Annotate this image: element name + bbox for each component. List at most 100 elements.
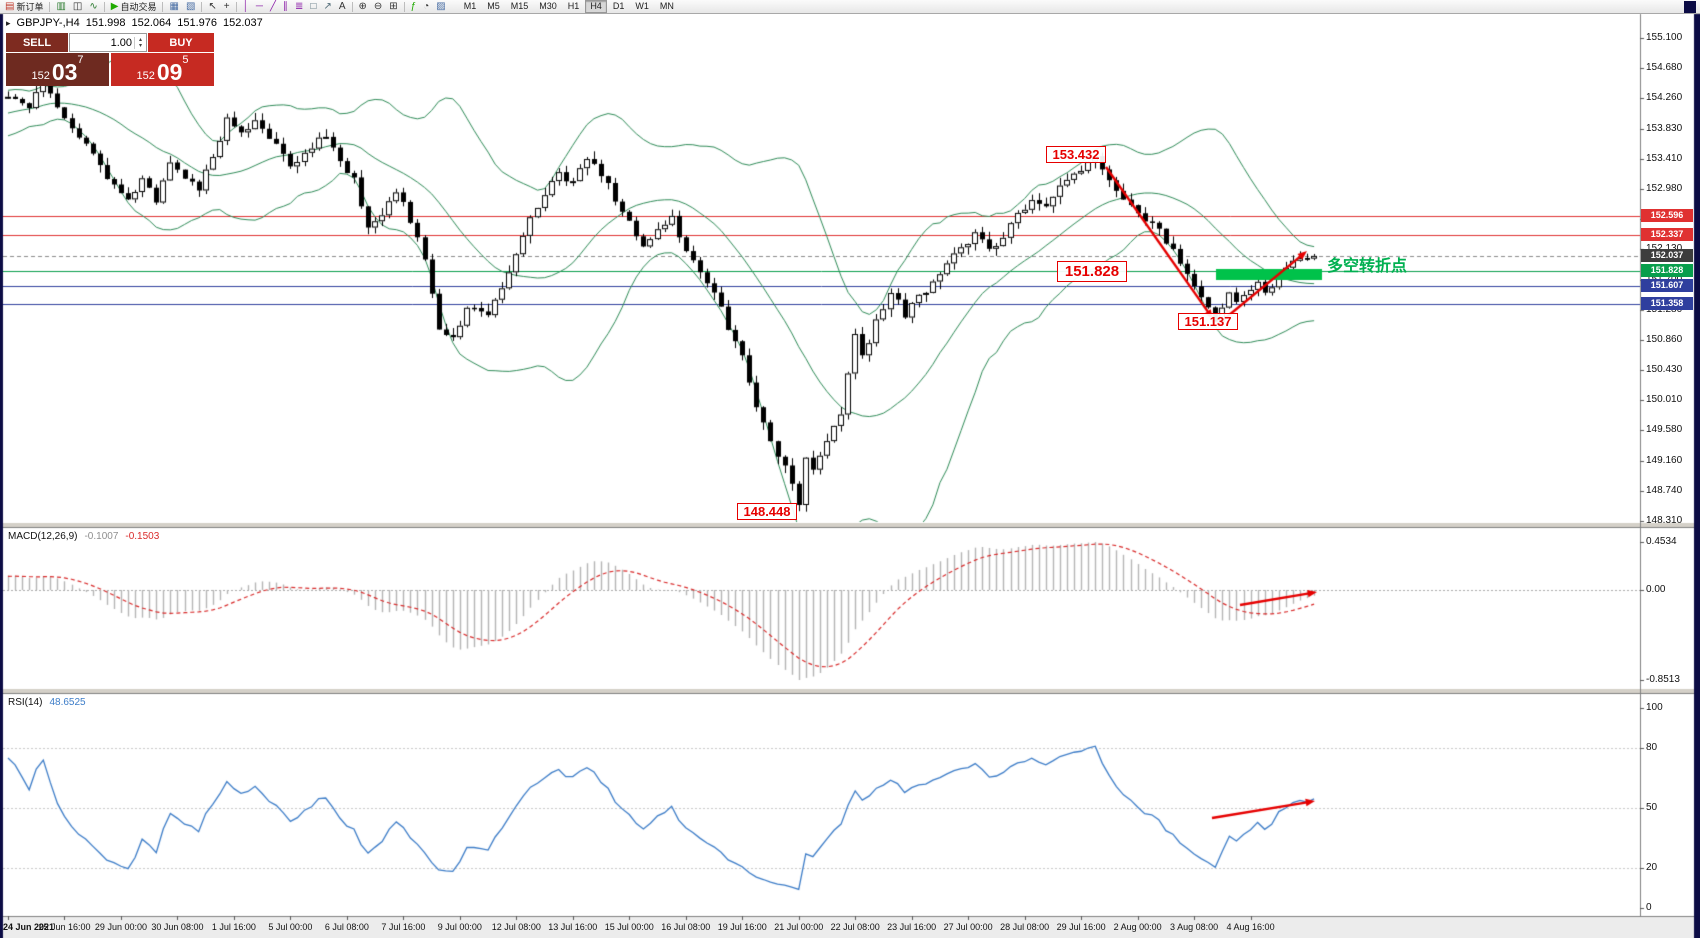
rsi-name: RSI(14) [8, 697, 43, 708]
chart-bars-icon: ▥ [56, 0, 66, 12]
timeframe-toolbar: M1 M5 M15 M30 H1 H4 D1 W1 MN [459, 0, 679, 14]
profiles-icon: ▧ [185, 0, 196, 12]
new-chart-button[interactable]: ▦ [166, 1, 181, 13]
toolbar-separator [201, 1, 203, 12]
timeframe-m5-button[interactable]: M5 [487, 1, 500, 11]
toolbar-separator [351, 1, 353, 12]
ohlc-low: 151.976 [177, 17, 218, 29]
ohlc-open: 151.998 [85, 17, 126, 29]
zoom-out-icon: ⊖ [373, 0, 383, 12]
timeframe-h4-button[interactable]: H4 [585, 0, 607, 13]
arrows-icon: ↗ [323, 0, 332, 12]
trend-line-button[interactable]: ╱ [267, 1, 279, 13]
sell-price-sup: 7 [77, 54, 84, 66]
templates-icon: ▨ [436, 0, 446, 12]
equidistant-channel-button[interactable]: ∥ [280, 1, 291, 13]
volume-input[interactable] [72, 36, 134, 49]
buy-button[interactable]: BUY [148, 33, 214, 52]
shapes-button[interactable]: □ [307, 1, 319, 13]
chart-candles-icon: ◫ [72, 0, 83, 12]
text-label-button[interactable]: A [336, 1, 349, 13]
zoom-in-button[interactable]: ⊕ [356, 1, 370, 13]
autotrading-icon: ▶ [110, 0, 119, 12]
vertical-line-button[interactable]: │ [240, 1, 252, 13]
sell-button[interactable]: SELL [6, 33, 68, 52]
shapes-icon: □ [310, 0, 317, 12]
sell-price-prefix: 152 [31, 70, 50, 82]
macd-name: MACD(12,26,9) [8, 531, 78, 542]
indicators-button[interactable]: ƒ [408, 1, 420, 13]
profiles-button[interactable]: ▧ [183, 1, 198, 13]
vertical-line-icon: │ [242, 0, 249, 12]
zoom-in-icon: ⊕ [358, 0, 367, 12]
new-order-icon: ▤ [5, 0, 15, 12]
sell-price-main: 03 [51, 59, 78, 85]
tile-windows-button[interactable]: ⊞ [386, 1, 400, 13]
new-order-button[interactable]: ▤ 新订单 [2, 1, 46, 13]
volume-spinner[interactable]: ▴ ▾ [134, 36, 146, 49]
toolbar-separator [235, 1, 237, 12]
one-click-trading-panel: SELL ▴ ▾ BUY 152 03 7 152 09 5 [6, 33, 214, 86]
cursor-button[interactable]: ↖ [205, 1, 219, 13]
rsi-value: 48.6525 [49, 697, 86, 708]
chart-candles-button[interactable]: ◫ [70, 1, 85, 13]
templates-button[interactable]: ▨ [433, 1, 448, 13]
timeframe-d1-button[interactable]: D1 [612, 1, 625, 11]
horizontal-line-button[interactable]: ─ [253, 1, 266, 13]
toolbar-buttons: ▤ 新订单 ▥ ◫ ∿ ▶ 自动交易 ▦ ▧ ↖ + │ ─ ╱ ∥ ≣ □ ↗ A ⊕ ⊖ ⊞ ƒ ◔ ▨ [2, 0, 449, 14]
chart-ohlc-header: ▸ GBPJPY-,H4 151.998 152.064 151.976 152… [6, 17, 263, 29]
timeframe-m1-button[interactable]: M1 [463, 1, 477, 11]
toolbar-separator [103, 1, 105, 12]
toolbar-separator [162, 1, 164, 12]
one-click-collapse-arrow[interactable]: ▸ [6, 17, 11, 28]
timeframe-m15-button[interactable]: M15 [510, 1, 529, 11]
macd-label: MACD(12,26,9) -0.1007 -0.1503 [8, 531, 159, 542]
trend-line-icon: ╱ [269, 0, 276, 12]
zoom-out-button[interactable]: ⊖ [371, 1, 385, 13]
crosshair-button[interactable]: + [221, 1, 233, 13]
buy-price-prefix: 152 [136, 70, 155, 82]
tile-windows-icon: ⊞ [389, 0, 398, 12]
window-corner-block [1684, 0, 1696, 13]
text-label-icon: A [338, 0, 346, 12]
macd-signal-value: -0.1503 [125, 531, 160, 542]
macd-main-value: -0.1007 [84, 531, 119, 542]
fibonacci-button[interactable]: ≣ [292, 1, 306, 13]
symbol-timeframe: GBPJPY-,H4 [16, 17, 80, 29]
timeframe-h1-button[interactable]: H1 [567, 1, 580, 11]
buy-price-main: 09 [156, 59, 183, 85]
cursor-icon: ↖ [208, 0, 217, 12]
crosshair-icon: + [223, 0, 230, 12]
main-toolbar: ▤ 新订单 ▥ ◫ ∿ ▶ 自动交易 ▦ ▧ ↖ + │ ─ ╱ ∥ ≣ □ ↗ A ⊕ ⊖ ⊞ ƒ ◔ ▨ M1 M5 M15 M3… [0, 0, 1700, 14]
timeframe-w1-button[interactable]: W1 [635, 1, 649, 11]
periods-button[interactable]: ◔ [420, 1, 432, 13]
autotrading-label: 自动交易 [120, 1, 157, 12]
toolbar-separator [403, 1, 405, 12]
arrows-button[interactable]: ↗ [320, 1, 334, 13]
volume-spinner-up-icon[interactable]: ▴ [138, 36, 142, 43]
volume-spinner-down-icon[interactable]: ▾ [138, 42, 142, 49]
toolbar-separator [49, 1, 51, 12]
rsi-label: RSI(14) 48.6525 [8, 697, 86, 708]
buy-price-sup: 5 [182, 54, 189, 66]
new-order-label: 新订单 [16, 1, 44, 12]
buy-price-display[interactable]: 152 09 5 [111, 53, 214, 86]
equidistant-channel-icon: ∥ [283, 0, 288, 12]
chart-line-icon: ∿ [89, 0, 98, 12]
periods-icon: ◔ [423, 0, 430, 12]
chart-bars-button[interactable]: ▥ [53, 1, 68, 13]
autotrading-button[interactable]: ▶ 自动交易 [108, 1, 160, 13]
sell-price-display[interactable]: 152 03 7 [6, 53, 109, 86]
volume-box: ▴ ▾ [69, 33, 147, 52]
ohlc-high: 152.064 [131, 17, 172, 29]
fibonacci-icon: ≣ [295, 0, 304, 12]
ohlc-close: 152.037 [223, 17, 263, 29]
new-chart-icon: ▦ [169, 0, 179, 12]
timeframe-mn-button[interactable]: MN [659, 1, 674, 11]
indicators-icon: ƒ [410, 0, 417, 12]
horizontal-line-icon: ─ [255, 0, 263, 12]
chart-line-button[interactable]: ∿ [86, 1, 100, 13]
timeframe-m30-button[interactable]: M30 [539, 1, 557, 11]
